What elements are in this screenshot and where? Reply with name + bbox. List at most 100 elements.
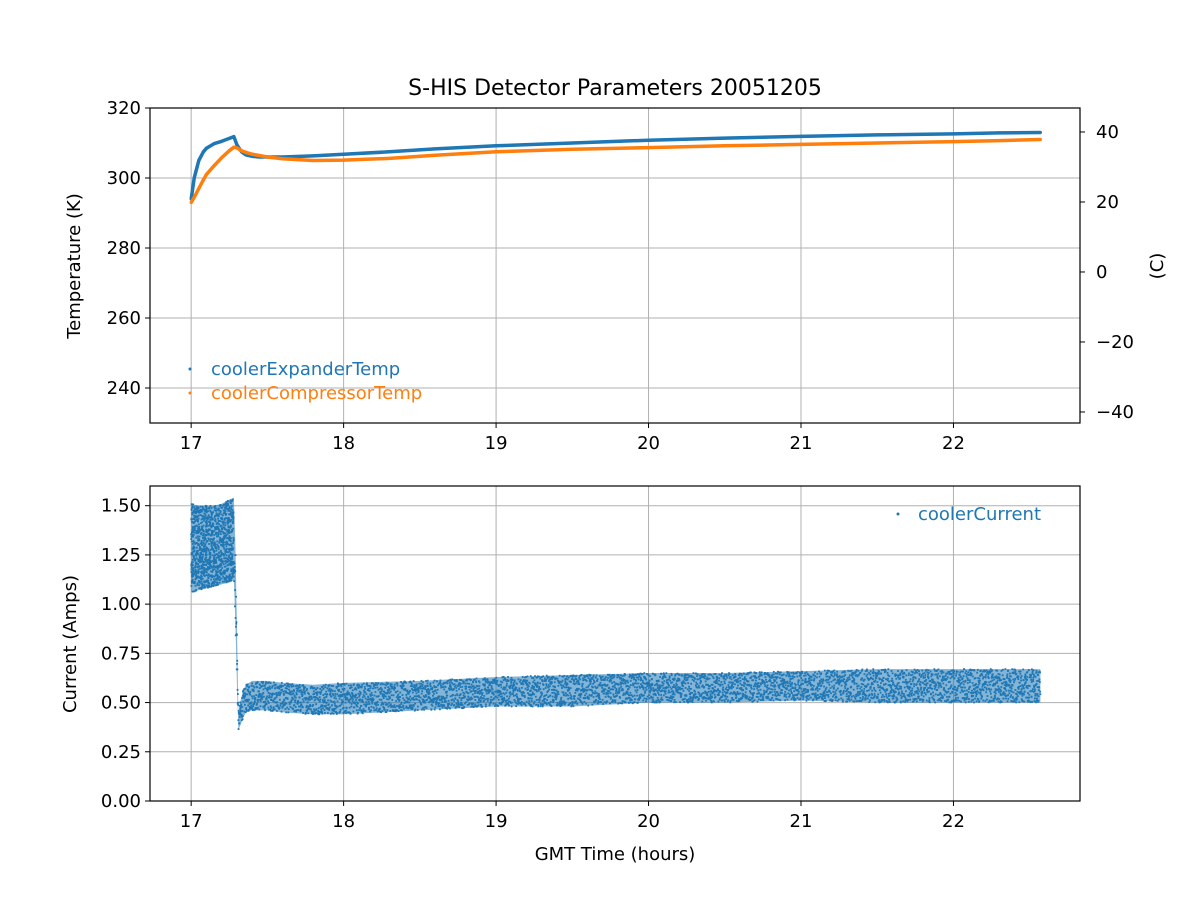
data-point-coolerCurrent — [357, 706, 359, 708]
data-point-coolerCurrent — [341, 703, 343, 705]
data-point-coolerCurrent — [604, 685, 606, 687]
data-point-coolerCurrent — [856, 669, 858, 671]
data-point-coolerCurrent — [607, 677, 609, 679]
data-point-coolerCurrent — [400, 703, 402, 705]
data-point-coolerCurrent — [960, 692, 962, 694]
data-point-coolerCurrent — [686, 694, 688, 696]
data-point-coolerCurrent — [790, 678, 792, 680]
data-point-coolerCurrent — [815, 692, 817, 694]
data-point-coolerCurrent — [388, 702, 390, 704]
data-point-coolerCurrent — [455, 687, 457, 689]
data-point-coolerCurrent — [963, 681, 965, 683]
data-point-coolerCurrent — [875, 690, 877, 692]
data-point-coolerCurrent — [801, 672, 803, 674]
data-point-coolerCurrent — [541, 693, 543, 695]
data-point-coolerCurrent — [638, 699, 640, 701]
data-point-coolerCurrent — [838, 698, 840, 700]
data-point-coolerCurrent — [861, 679, 863, 681]
data-point-coolerCurrent — [528, 698, 530, 700]
data-point-coolerCurrent — [400, 681, 402, 683]
data-point-coolerCurrent — [242, 715, 244, 717]
data-point-coolerCurrent — [983, 689, 985, 691]
data-point-coolerCurrent — [749, 685, 751, 687]
data-point-coolerCurrent — [551, 678, 553, 680]
data-point-coolerCurrent — [334, 690, 336, 692]
data-point-coolerCurrent — [429, 700, 431, 702]
data-point-coolerCurrent — [650, 689, 652, 691]
data-point-coolerCurrent — [314, 698, 316, 700]
data-point-coolerCurrent — [317, 698, 319, 700]
data-point-coolerCurrent — [329, 684, 331, 686]
data-point-coolerCurrent — [558, 693, 560, 695]
data-point-coolerCurrent — [984, 686, 986, 688]
data-point-coolerCurrent — [971, 673, 973, 675]
data-point-coolerCurrent — [684, 698, 686, 700]
data-point-coolerCurrent — [391, 684, 393, 686]
data-point-coolerCurrent — [273, 682, 275, 684]
data-point-coolerCurrent — [756, 677, 758, 679]
data-point-coolerCurrent — [481, 689, 483, 691]
data-point-coolerCurrent — [771, 682, 773, 684]
data-point-coolerCurrent — [265, 701, 267, 703]
data-point-coolerCurrent — [841, 694, 843, 696]
data-point-coolerCurrent — [257, 707, 259, 709]
data-point-coolerCurrent — [803, 675, 805, 677]
data-point-coolerCurrent — [956, 673, 958, 675]
data-point-coolerCurrent — [572, 701, 574, 703]
data-point-coolerCurrent — [367, 696, 369, 698]
data-point-coolerCurrent — [383, 707, 385, 709]
data-point-coolerCurrent — [764, 683, 766, 685]
data-point-coolerCurrent — [635, 680, 637, 682]
data-point-coolerCompressorTemp — [197, 187, 200, 190]
data-point-coolerCurrent — [954, 677, 956, 679]
data-point-coolerCurrent — [977, 686, 979, 688]
data-point-coolerCurrent — [936, 689, 938, 691]
data-point-coolerCurrent — [520, 698, 522, 700]
data-point-coolerCurrent — [560, 697, 562, 699]
data-point-coolerCurrent — [833, 676, 835, 678]
data-point-coolerCurrent — [571, 696, 573, 698]
data-point-coolerCurrent — [246, 710, 248, 712]
data-point-coolerCurrent — [503, 679, 505, 681]
data-point-coolerCurrent — [337, 700, 339, 702]
data-point-coolerCurrent — [490, 699, 492, 701]
data-point-coolerCurrent — [868, 701, 870, 703]
data-point-coolerExpanderTemp — [312, 154, 315, 157]
data-point-coolerCurrent — [869, 694, 871, 696]
data-point-coolerCurrent — [501, 681, 503, 683]
data-point-coolerCurrent — [643, 688, 645, 690]
data-point-coolerCurrent — [485, 706, 487, 708]
data-point-coolerCurrent — [535, 704, 537, 706]
data-point-coolerCurrent — [793, 690, 795, 692]
data-point-coolerCurrent — [966, 676, 968, 678]
data-point-coolerCurrent — [806, 672, 808, 674]
data-point-coolerCurrent — [505, 687, 507, 689]
data-point-coolerCurrent — [760, 689, 762, 691]
data-point-coolerCurrent — [521, 705, 523, 707]
data-point-coolerCurrent — [835, 693, 837, 695]
data-point-coolerCurrent — [891, 680, 893, 682]
data-point-coolerCurrent — [647, 674, 649, 676]
data-point-coolerCurrent — [817, 690, 819, 692]
data-point-coolerCurrent — [634, 698, 636, 700]
data-point-coolerCurrent — [955, 700, 957, 702]
data-point-coolerCurrent — [708, 691, 710, 693]
data-point-coolerCurrent — [554, 686, 556, 688]
data-point-coolerCurrent — [886, 697, 888, 699]
data-point-coolerCurrent — [617, 703, 619, 705]
data-point-coolerCurrent — [272, 685, 274, 687]
data-point-coolerCurrent — [932, 692, 934, 694]
data-point-coolerCurrent — [871, 690, 873, 692]
data-point-coolerCurrent — [561, 704, 563, 706]
data-point-coolerCurrent — [343, 690, 345, 692]
data-point-coolerCurrent — [831, 675, 833, 677]
data-point-coolerCurrent — [363, 690, 365, 692]
data-point-coolerCurrent — [930, 684, 932, 686]
data-point-coolerCurrent — [498, 699, 500, 701]
data-point-coolerCurrent — [471, 684, 473, 686]
data-point-coolerCurrent — [937, 673, 939, 675]
data-point-coolerCurrent — [797, 671, 799, 673]
data-point-coolerCurrent — [271, 694, 273, 696]
data-point-coolerCurrent — [294, 699, 296, 701]
data-point-coolerCurrent — [324, 686, 326, 688]
